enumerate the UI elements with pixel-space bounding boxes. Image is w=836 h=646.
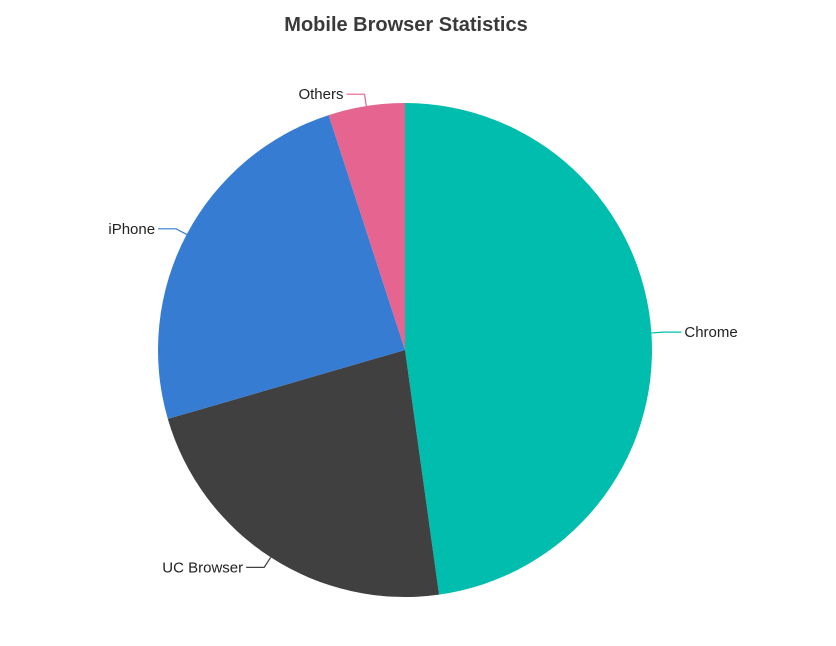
chart-title: Mobile Browser Statistics: [284, 14, 528, 36]
slice-label-chrome: Chrome: [684, 324, 737, 341]
pie-slice-iphone[interactable]: [158, 115, 405, 419]
pie-slice-chrome[interactable]: [405, 103, 652, 595]
slice-labels: Chrome UC Browser iPhone Others: [108, 86, 737, 576]
pie-slices: [158, 103, 652, 598]
connector-others: [346, 93, 367, 107]
connector-iphone: [158, 228, 187, 235]
slice-label-iphone: iPhone: [108, 221, 155, 238]
pie-slice-others[interactable]: [328, 103, 405, 350]
label-connectors: [158, 93, 682, 568]
slice-label-others: Others: [298, 86, 343, 103]
connector-chrome: [651, 331, 682, 334]
pie-slice-uc-browser[interactable]: [167, 350, 440, 598]
slice-label-uc-browser: UC Browser: [162, 559, 243, 576]
connector-uc-browser: [246, 556, 272, 568]
